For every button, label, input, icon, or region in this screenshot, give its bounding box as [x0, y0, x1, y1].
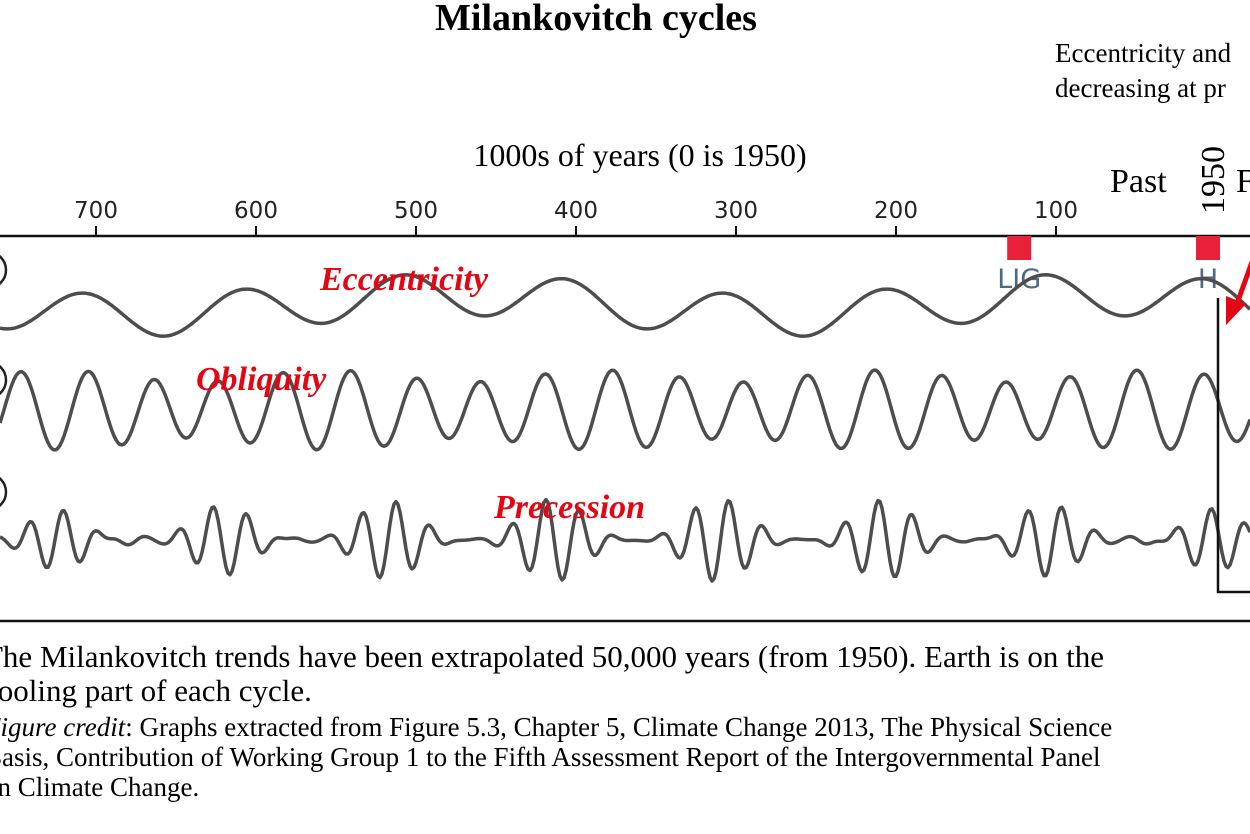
series-label-eccentricity: Eccentricity — [319, 261, 489, 298]
chart-title: Milankovitch cycles — [435, 0, 757, 39]
interval-marker-lig — [1007, 236, 1032, 260]
x-tick-label: 200 — [874, 198, 918, 224]
credit-line-3: on Climate Change. — [0, 772, 200, 802]
x-axis-title: 1000s of years (0 is 1950) — [473, 137, 806, 173]
x-tick-label: 700 — [74, 198, 118, 224]
series-line-eccentricity — [0, 273, 1250, 338]
caption-credit: Figure credit: Graphs extracted from Fig… — [0, 712, 1250, 802]
caption-line-2: cooling part of each cycle. — [0, 673, 312, 708]
series-line-obliquity — [0, 368, 1250, 452]
figure-caption: The Milankovitch trends have been extrap… — [0, 640, 1250, 802]
credit-line-2: Basis, Contribution of Working Group 1 t… — [0, 742, 1101, 772]
note-line-2: decreasing at pr — [1055, 73, 1226, 103]
note-line-1: Eccentricity and — [1055, 38, 1232, 68]
annotation-arrow — [1226, 261, 1250, 325]
past-label: Past — [1110, 163, 1167, 200]
interval-label-lig: LIG — [997, 264, 1041, 295]
interval-markers: LIG H — [997, 236, 1220, 295]
interval-marker-h — [1196, 236, 1220, 260]
series-label-precession: Precession — [493, 489, 645, 526]
panel-circle-c — [0, 476, 8, 508]
panel-circle-b — [0, 364, 8, 396]
caption-line-1: The Milankovitch trends have been extrap… — [0, 640, 1104, 674]
arrow-head — [1226, 296, 1246, 325]
series-lines — [0, 273, 1250, 583]
x-axis-ticks: 700 600 500 400 300 200 100 — [74, 198, 1078, 236]
panel-circles — [0, 254, 8, 508]
panel-circle-a — [0, 254, 8, 286]
series-line-precession — [0, 497, 1250, 583]
credit-text: : Graphs extracted from Figure 5.3, Chap… — [125, 712, 1113, 742]
x-tick-label: 500 — [394, 198, 438, 224]
x-tick-label: 600 — [234, 198, 278, 224]
future-label: F — [1236, 163, 1250, 200]
year-1950-label: 1950 — [1195, 146, 1232, 214]
x-tick-label: 300 — [714, 198, 758, 224]
x-tick-label: 400 — [554, 198, 598, 224]
x-tick-label: 100 — [1034, 198, 1078, 224]
caption-main: The Milankovitch trends have been extrap… — [0, 640, 1250, 708]
year-1950-bracket — [1216, 298, 1250, 594]
series-label-obliquity: Obliquity — [196, 361, 327, 398]
credit-label: Figure credit — [0, 712, 126, 742]
